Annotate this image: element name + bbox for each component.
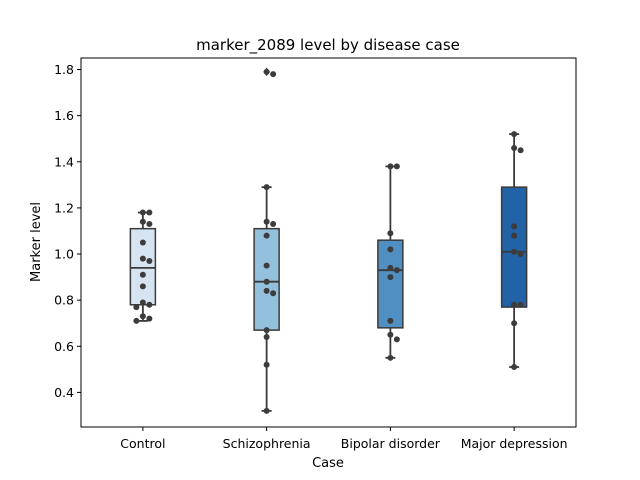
data-point	[263, 407, 270, 414]
data-point	[139, 313, 146, 320]
data-point	[270, 221, 277, 228]
data-point	[146, 257, 153, 264]
x-tick-label: Schizophrenia	[223, 436, 311, 451]
data-point	[139, 239, 146, 246]
data-point	[387, 246, 394, 253]
data-point	[263, 361, 270, 368]
data-point	[517, 147, 524, 154]
data-point	[387, 274, 394, 281]
x-tick-label: Major depression	[461, 436, 568, 451]
y-tick-label: 1.4	[54, 154, 74, 169]
y-axis-label: Marker level	[29, 202, 44, 282]
data-point	[387, 317, 394, 324]
data-point	[139, 209, 146, 216]
box-bipolar-disorder	[377, 239, 404, 329]
data-point	[146, 209, 153, 216]
data-point	[387, 163, 394, 170]
data-point	[517, 301, 524, 308]
data-point	[146, 221, 153, 228]
data-point	[263, 327, 270, 334]
data-point	[263, 278, 270, 285]
data-point	[511, 232, 518, 239]
data-point	[263, 262, 270, 269]
box-major-depression	[500, 186, 528, 308]
y-tick-label: 0.4	[54, 385, 74, 400]
data-point	[139, 283, 146, 290]
x-tick-label: Bipolar disorder	[341, 436, 441, 451]
data-point	[133, 304, 140, 311]
data-point	[511, 320, 518, 327]
data-point	[393, 163, 400, 170]
data-point	[263, 287, 270, 294]
data-point	[146, 301, 153, 308]
data-point	[511, 248, 518, 255]
data-point	[263, 218, 270, 225]
data-point	[263, 68, 270, 75]
data-point	[139, 299, 146, 306]
data-point	[393, 267, 400, 274]
data-point	[511, 364, 518, 371]
data-point	[387, 354, 394, 361]
data-point	[146, 315, 153, 322]
data-point	[511, 144, 518, 151]
y-tick-label: 1.2	[54, 200, 74, 215]
data-point	[511, 131, 518, 138]
data-point	[263, 184, 270, 191]
data-point	[139, 271, 146, 278]
x-axis-label: Case	[312, 456, 344, 471]
data-point	[139, 255, 146, 262]
data-point	[263, 334, 270, 341]
data-point	[270, 290, 277, 297]
data-point	[139, 218, 146, 225]
data-point	[393, 336, 400, 343]
data-point	[517, 251, 524, 258]
data-point	[511, 301, 518, 308]
plot-frame	[80, 57, 577, 428]
y-tick-label: 0.8	[54, 293, 74, 308]
x-tick-label: Control	[120, 436, 165, 451]
data-point	[270, 71, 277, 78]
chart-title: marker_2089 level by disease case	[196, 36, 460, 55]
data-point	[387, 230, 394, 237]
data-point	[133, 317, 140, 324]
plot-area: 0.4 0.6 0.8 1.0 1.2 1.4 1.6 1.8 Control Schizophr…	[54, 57, 577, 451]
data-point	[387, 331, 394, 338]
data-point	[511, 223, 518, 230]
y-tick-label: 1.0	[54, 247, 74, 262]
y-tick-label: 1.8	[54, 62, 74, 77]
data-point	[387, 264, 394, 271]
y-tick-label: 1.6	[54, 108, 74, 123]
y-tick-label: 0.6	[54, 339, 74, 354]
data-point	[263, 232, 270, 239]
